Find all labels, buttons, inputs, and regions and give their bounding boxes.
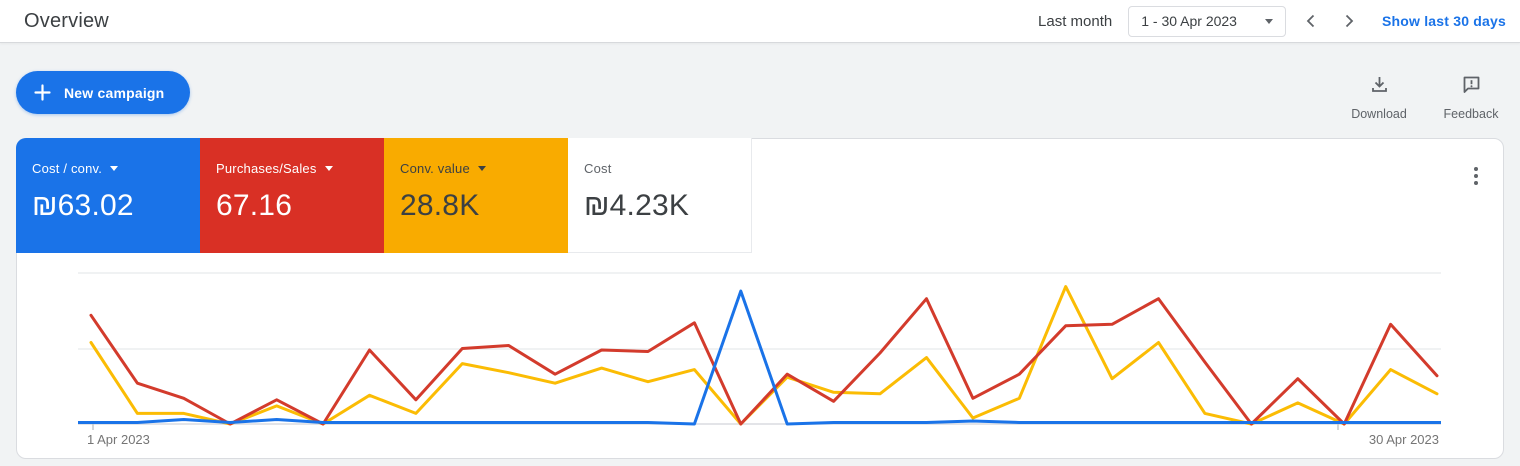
overview-summary-panel: Cost / conv. ₪63.02 Purchases/Sales 67.1…	[16, 138, 1504, 459]
scorecard-strip: Cost / conv. ₪63.02 Purchases/Sales 67.1…	[16, 138, 752, 253]
scorecard-cost-per-conv[interactable]: Cost / conv. ₪63.02	[16, 138, 200, 253]
top-bar: Overview Last month 1 - 30 Apr 2023 Show…	[0, 0, 1520, 43]
chevron-down-icon	[110, 166, 119, 171]
chevron-down-icon	[477, 166, 486, 171]
new-campaign-button[interactable]: New campaign	[16, 71, 191, 114]
scorecard-label: Cost	[584, 161, 612, 176]
date-range-preset-label: Last month	[1038, 12, 1113, 30]
chevron-down-icon	[324, 166, 333, 171]
scorecard-conv-value[interactable]: Conv. value 28.8K	[384, 138, 568, 253]
show-last-30-days-link[interactable]: Show last 30 days	[1381, 13, 1506, 29]
x-axis-start-label: 1 Apr 2023	[87, 432, 150, 447]
scorecard-value: 67.16	[216, 189, 293, 222]
chart-series-purchases-sales	[89, 297, 1439, 426]
chevron-left-icon	[1306, 14, 1315, 28]
feedback-button[interactable]: Feedback	[1435, 74, 1507, 121]
scorecard-cost[interactable]: Cost ₪4.23K	[568, 138, 752, 253]
page-title: Overview	[24, 9, 109, 32]
feedback-label: Feedback	[1443, 107, 1499, 121]
top-bar-right: Last month 1 - 30 Apr 2023 Show last 30 …	[1038, 2, 1506, 40]
scorecard-label: Purchases/Sales	[216, 161, 317, 176]
date-range-picker[interactable]: 1 - 30 Apr 2023	[1128, 5, 1286, 37]
chevron-right-icon	[1345, 14, 1354, 28]
line-chart	[76, 272, 1443, 430]
more-options-button[interactable]	[1461, 161, 1491, 191]
new-campaign-label: New campaign	[64, 84, 165, 101]
download-label: Download	[1351, 107, 1407, 121]
chevron-down-icon	[1264, 18, 1273, 24]
download-icon	[1371, 77, 1387, 92]
download-button[interactable]: Download	[1343, 74, 1415, 121]
previous-period-button[interactable]	[1292, 2, 1330, 40]
date-range-value: 1 - 30 Apr 2023	[1141, 13, 1237, 29]
plus-icon	[34, 84, 51, 101]
scorecard-value: ₪63.02	[32, 189, 134, 222]
scorecard-label: Cost / conv.	[32, 161, 103, 176]
scorecard-value: 28.8K	[400, 189, 480, 222]
next-period-button[interactable]	[1330, 2, 1368, 40]
performance-chart	[76, 269, 1443, 435]
kebab-dot	[1474, 174, 1478, 178]
scorecard-purchases-sales[interactable]: Purchases/Sales 67.16	[200, 138, 384, 253]
feedback-icon	[1463, 76, 1479, 93]
kebab-dot	[1474, 181, 1478, 185]
scorecard-label: Conv. value	[400, 161, 470, 176]
kebab-dot	[1474, 167, 1478, 171]
x-axis-end-label: 30 Apr 2023	[1368, 432, 1439, 447]
chart-series-cost-conv-	[76, 289, 1443, 426]
scorecard-value: ₪4.23K	[584, 189, 690, 222]
